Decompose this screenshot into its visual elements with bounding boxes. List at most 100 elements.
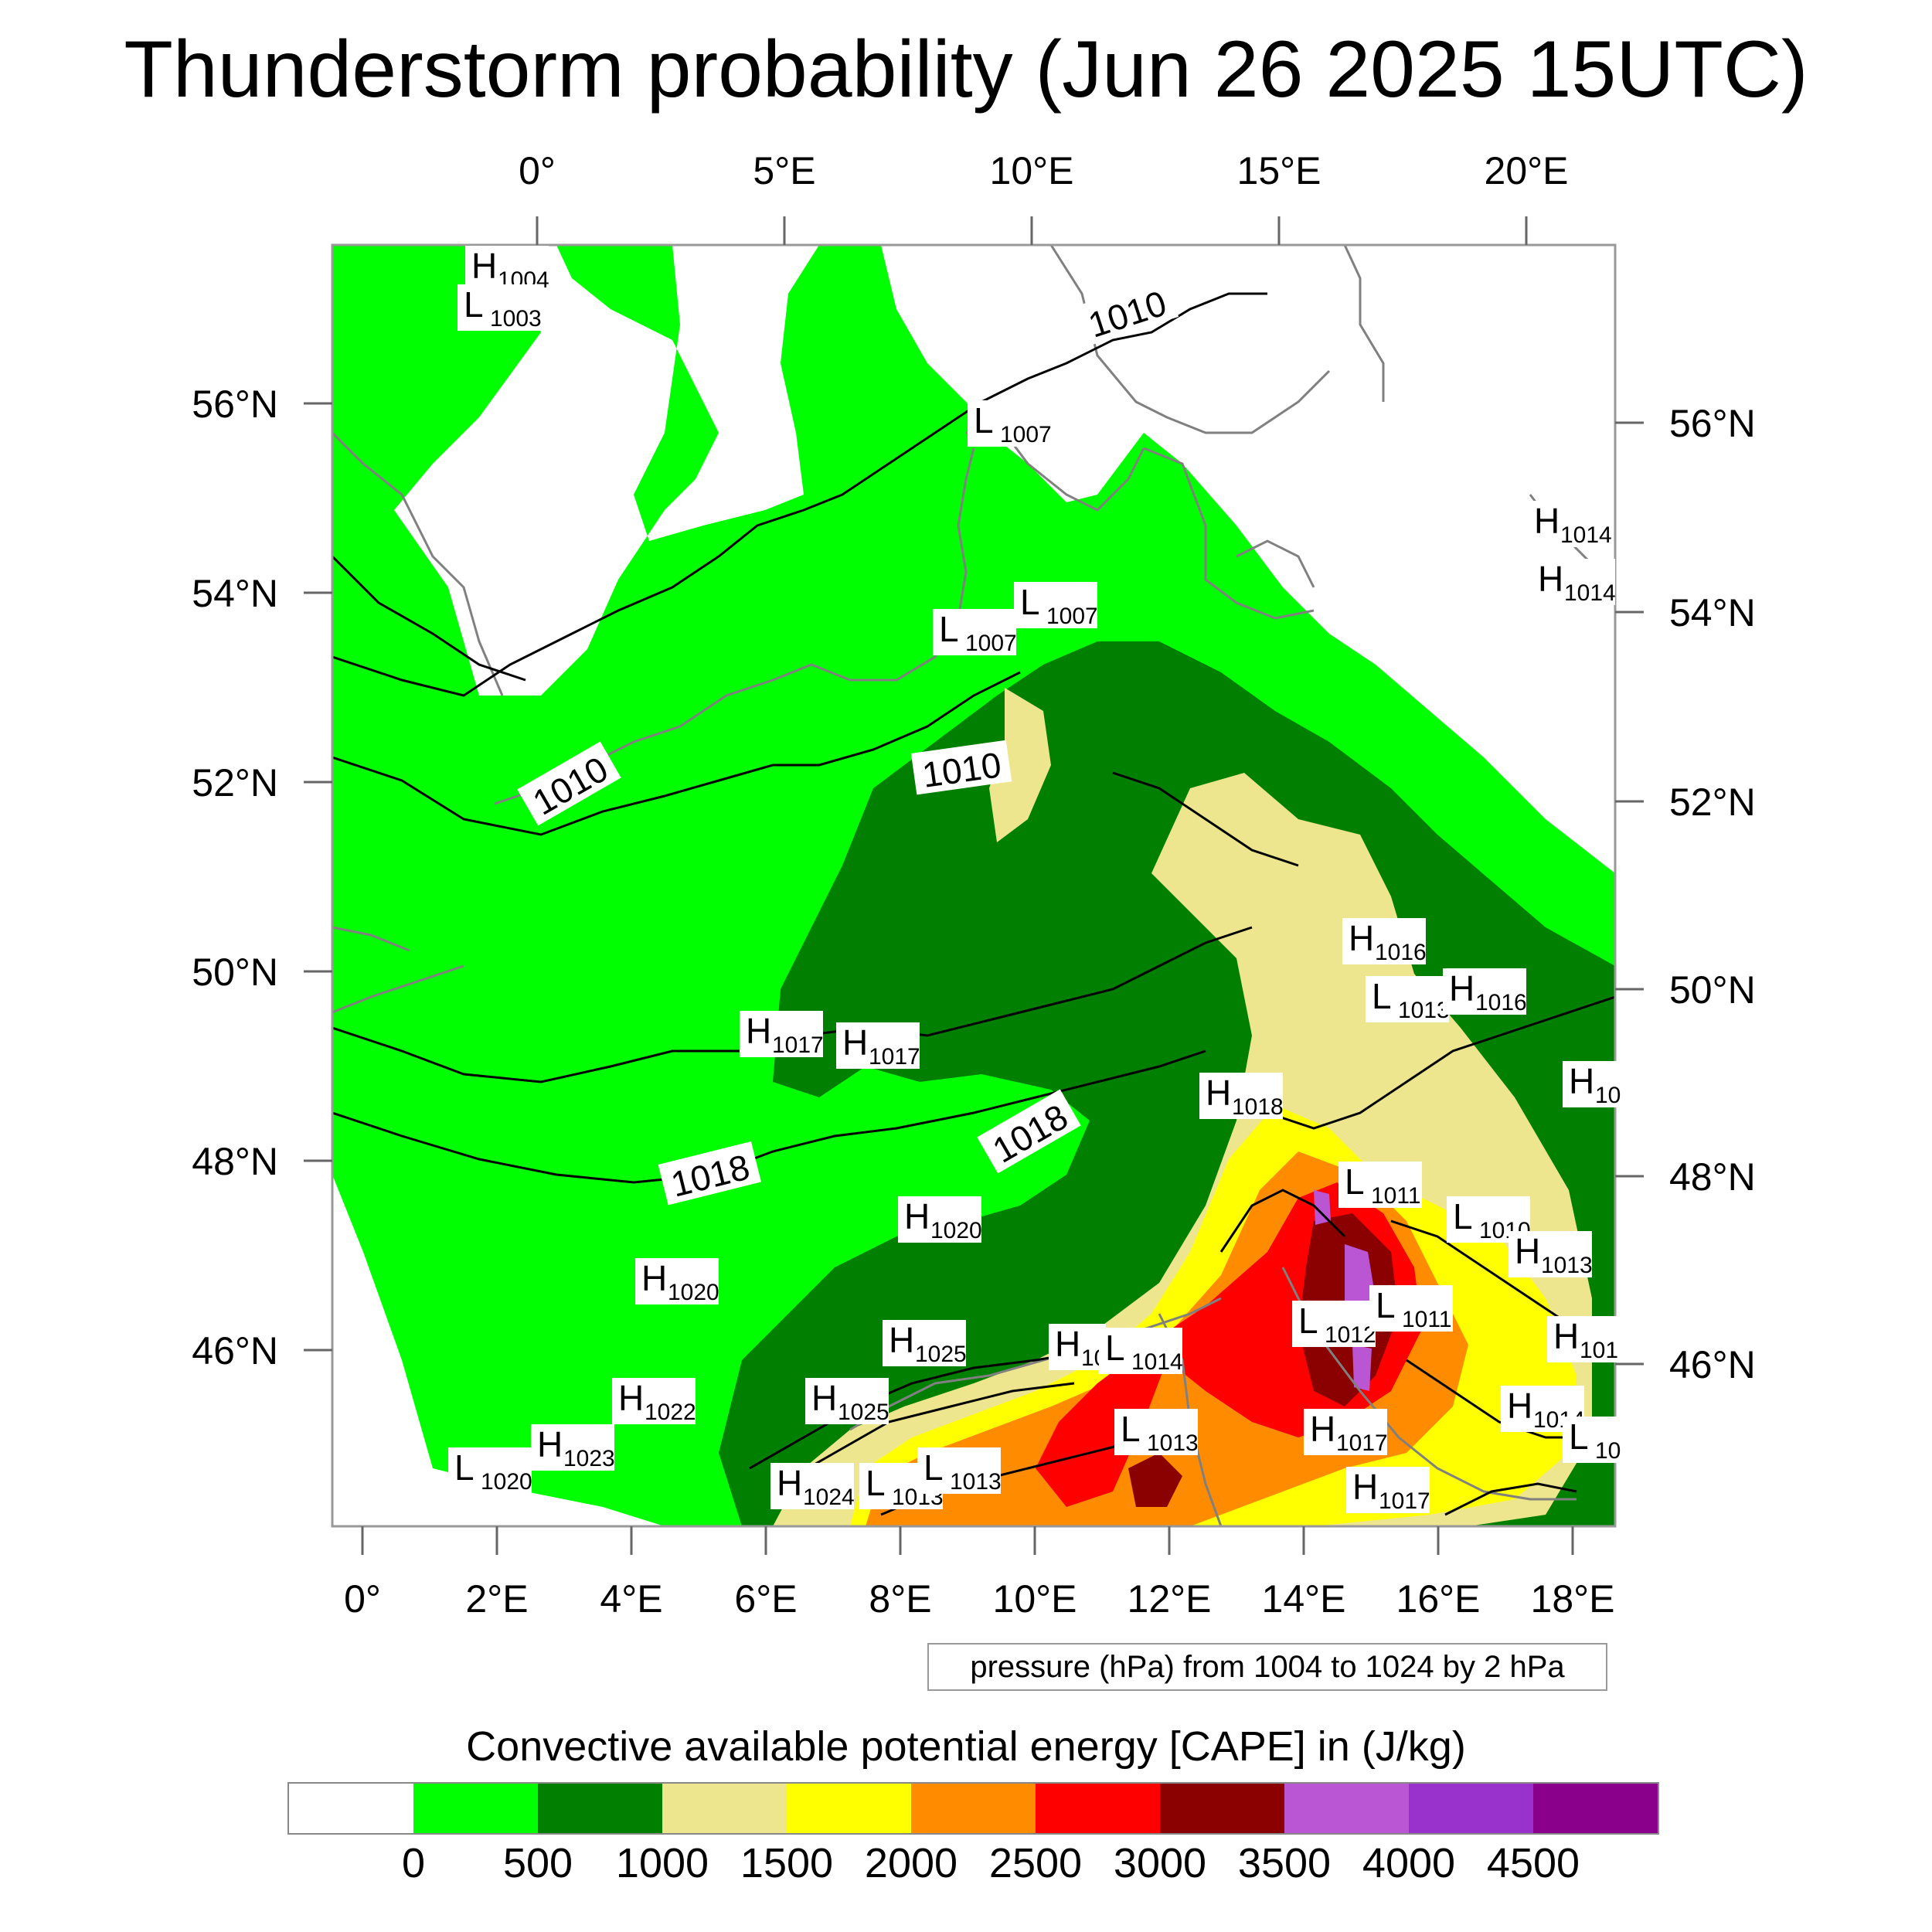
pressure-center-letter: L <box>1376 1285 1396 1325</box>
pressure-center-letter: L <box>1372 976 1392 1016</box>
pressure-center-value: 1013 <box>1147 1430 1199 1456</box>
pressure-center-value: 1017 <box>1379 1488 1430 1514</box>
colorbar-swatch <box>289 1784 413 1833</box>
pressure-center-value: 1016 <box>1375 940 1427 965</box>
pressure-center-value: 1023 <box>563 1446 615 1471</box>
cape-colorbar <box>287 1782 1659 1835</box>
top-tick-label: 15°E <box>1237 149 1321 192</box>
map-title: Thunderstorm probability (Jun 26 2025 15… <box>124 25 1808 114</box>
pressure-center-letter: L <box>923 1447 944 1488</box>
low-pressure-label: L 1010 <box>1447 1196 1531 1243</box>
colorbar-tick-label: 0 <box>401 1840 426 1886</box>
pressure-center-value: 1011 <box>1371 1183 1421 1209</box>
colorbar-tick-label: 2500 <box>988 1840 1083 1886</box>
high-pressure-label: H 10 <box>1563 1061 1621 1108</box>
pressure-center-letter: H <box>777 1463 802 1503</box>
left-axis <box>304 402 332 1352</box>
bottom-tick-label: 4°E <box>600 1577 662 1621</box>
low-pressure-label: L 1011 <box>1338 1162 1422 1209</box>
pressure-center-value: 1013 <box>950 1469 1002 1495</box>
pressure-center-letter: H <box>842 1022 868 1063</box>
pressure-center-letter: H <box>1449 968 1475 1009</box>
top-axis-labels: 0° 5°E 10°E 15°E 20°E <box>519 149 1568 192</box>
colorbar-tick-label: 3500 <box>1237 1840 1332 1886</box>
pressure-center-value: 1007 <box>1046 604 1098 629</box>
colorbar-tick-label: 1000 <box>615 1840 709 1886</box>
low-pressure-label: L 1013 <box>917 1447 1002 1495</box>
pressure-center-value: 1003 <box>490 306 542 332</box>
top-tick-label: 20°E <box>1485 149 1569 192</box>
pressure-center-letter: H <box>1553 1316 1579 1356</box>
colorbar-swatch <box>787 1784 911 1833</box>
high-pressure-label: H 101 <box>1547 1316 1618 1363</box>
pressure-center-value: 1011 <box>1402 1307 1452 1332</box>
bottom-tick-label: 18°E <box>1531 1577 1615 1621</box>
low-pressure-label: L 1011 <box>1369 1285 1453 1332</box>
pressure-center-letter: H <box>1349 918 1374 958</box>
low-pressure-label: L 1003 <box>457 284 542 332</box>
colorbar-swatch <box>1160 1784 1284 1833</box>
low-pressure-label: L 1007 <box>968 400 1052 447</box>
low-pressure-label: L 1014 <box>1099 1328 1183 1375</box>
colorbar-swatch <box>413 1784 538 1833</box>
cape-region-3500-4000-c <box>1352 1345 1372 1391</box>
colorbar-tick-label: 3000 <box>1113 1840 1207 1886</box>
colorbar-tick-label: 1500 <box>740 1840 834 1886</box>
pressure-center-value: 1014 <box>1564 580 1616 606</box>
pressure-center-letter: H <box>537 1424 563 1464</box>
high-pressure-label: H 1018 <box>1199 1073 1284 1120</box>
pressure-center-value: 1020 <box>481 1469 532 1495</box>
colorbar-tick-label: 4000 <box>1362 1840 1456 1886</box>
pressure-center-letter: H <box>1310 1409 1335 1449</box>
right-axis <box>1615 421 1644 1366</box>
high-pressure-label: H 1017 <box>1304 1409 1388 1456</box>
high-pressure-label: H 1025 <box>883 1320 967 1367</box>
high-pressure-label: H 1016 <box>1443 968 1527 1015</box>
high-pressure-label: H 1022 <box>612 1378 696 1425</box>
pressure-center-letter: L <box>1298 1301 1318 1341</box>
pressure-center-letter: H <box>889 1320 914 1360</box>
left-tick-label: 48°N <box>192 1140 278 1183</box>
right-tick-label: 54°N <box>1669 591 1756 634</box>
bottom-tick-label: 16°E <box>1396 1577 1481 1621</box>
pressure-center-letter: H <box>618 1378 644 1418</box>
high-pressure-label: H 1017 <box>740 1011 824 1058</box>
pressure-center-value: 1017 <box>1336 1430 1388 1456</box>
pressure-center-letter: H <box>471 246 497 286</box>
bottom-axis <box>361 1526 1574 1555</box>
pressure-center-value: 1017 <box>869 1044 920 1070</box>
colorbar-swatch <box>1036 1784 1160 1833</box>
left-tick-label: 56°N <box>192 383 278 426</box>
bottom-tick-label: 2°E <box>465 1577 528 1621</box>
pressure-center-value: 1007 <box>965 631 1017 656</box>
pressure-center-letter: H <box>1055 1324 1080 1364</box>
left-axis-labels: 56°N 54°N 52°N 50°N 48°N 46°N <box>192 383 278 1372</box>
pressure-center-value: 1025 <box>838 1400 889 1425</box>
high-pressure-label: H 1017 <box>836 1022 920 1070</box>
colorbar-swatch <box>1533 1784 1658 1833</box>
bottom-axis-labels: 0° 2°E 4°E 6°E 8°E 10°E 12°E 14°E 16°E 1… <box>344 1577 1614 1621</box>
pressure-center-letter: H <box>1569 1061 1594 1101</box>
pressure-center-letter: L <box>454 1447 474 1488</box>
high-pressure-label: H 1020 <box>635 1258 719 1305</box>
colorbar-tick-label: 4500 <box>1486 1840 1580 1886</box>
pressure-center-letter: L <box>1121 1409 1141 1449</box>
pressure-center-letter: L <box>866 1463 886 1503</box>
cape-region-3500-4000-b <box>1314 1190 1331 1225</box>
high-pressure-label: H 10 <box>1049 1324 1107 1371</box>
pressure-center-letter: L <box>1345 1162 1365 1202</box>
bottom-tick-label: 6°E <box>734 1577 797 1621</box>
high-pressure-label: H 1020 <box>898 1196 982 1243</box>
pressure-center-letter: L <box>974 400 994 440</box>
pressure-center-letter: L <box>464 284 484 325</box>
pressure-center-letter: H <box>641 1258 667 1298</box>
right-axis-labels: 56°N 54°N 52°N 50°N 48°N 46°N <box>1669 402 1756 1386</box>
pressure-center-letter: L <box>1105 1328 1125 1368</box>
high-pressure-label: H 1014 <box>1528 501 1612 548</box>
bottom-tick-label: 14°E <box>1262 1577 1346 1621</box>
pressure-center-letter: H <box>1534 501 1560 541</box>
left-tick-label: 52°N <box>192 761 278 804</box>
colorbar-tick-label: 500 <box>502 1840 573 1886</box>
